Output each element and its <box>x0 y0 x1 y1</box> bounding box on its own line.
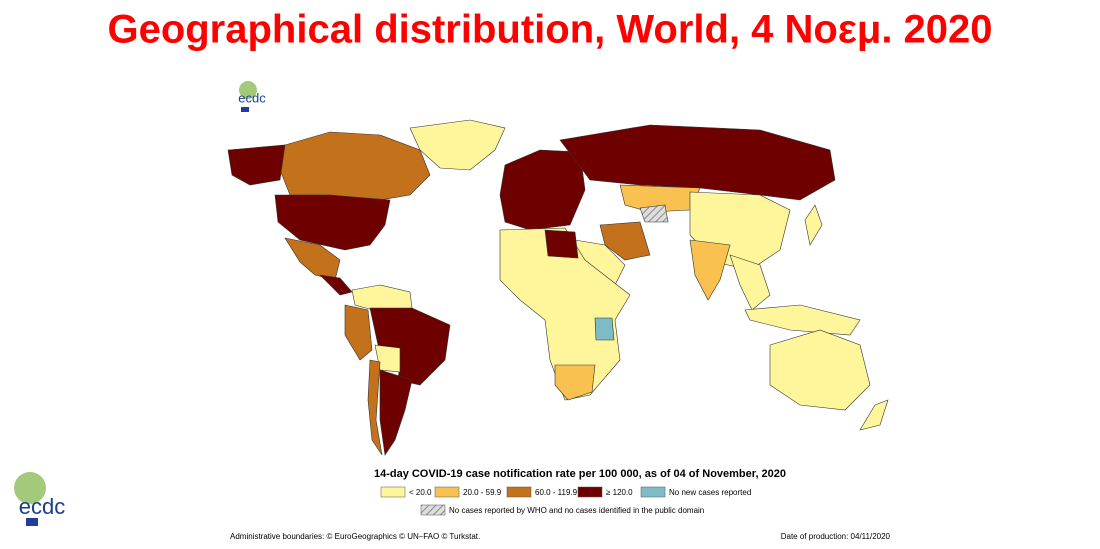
central-asia <box>619 184 701 213</box>
logo-small: ecdc <box>238 81 266 112</box>
australia <box>769 329 871 411</box>
logo-text: ecdc <box>19 494 65 519</box>
legend-swatch <box>640 486 666 498</box>
peru <box>344 304 373 361</box>
central-america <box>319 274 353 296</box>
usa <box>274 194 391 251</box>
new-zealand <box>859 399 889 431</box>
legend-swatch <box>434 486 460 498</box>
indonesia <box>744 304 861 336</box>
canada <box>279 131 431 201</box>
europe <box>499 149 586 231</box>
alaska <box>227 144 286 186</box>
libya <box>544 229 579 259</box>
logo-text: ecdc <box>238 90 266 105</box>
no-data-area <box>639 204 669 223</box>
logo-large: ecdc <box>14 472 65 526</box>
southeast-asia <box>729 254 771 311</box>
legend-label: < 20.0 <box>409 488 432 497</box>
legend-swatch <box>577 486 603 498</box>
tanzania <box>594 317 615 341</box>
legend-label: No cases reported by WHO and no cases id… <box>449 506 704 515</box>
footer-left: Administrative boundaries: © EuroGeograp… <box>230 532 480 541</box>
legend-label: 60.0 - 119.9 <box>535 488 578 497</box>
argentina <box>379 369 413 456</box>
legend-label: ≥ 120.0 <box>606 488 633 497</box>
world-map <box>227 119 889 456</box>
iran-area <box>599 221 651 261</box>
chile <box>367 359 383 456</box>
legend-swatch <box>420 504 446 516</box>
legend-swatch <box>380 486 406 498</box>
legend: < 20.0 20.0 - 59.9 60.0 - 119.9 ≥ 120.0 No n… <box>380 486 751 516</box>
japan <box>804 204 823 246</box>
footer-right: Date of production: 04/11/2020 <box>781 532 891 541</box>
africa <box>499 227 631 401</box>
legend-label: No new cases reported <box>669 488 751 497</box>
legend-label: 20.0 - 59.9 <box>463 488 502 497</box>
legend-swatch <box>506 486 532 498</box>
title: Geographical distribution, World, 4 Νοεμ… <box>107 8 992 52</box>
india <box>689 239 731 301</box>
southern-africa <box>554 364 596 401</box>
greenland <box>409 119 506 171</box>
russia <box>559 124 836 201</box>
legend-title: 14-day COVID-19 case notification rate p… <box>374 468 786 480</box>
